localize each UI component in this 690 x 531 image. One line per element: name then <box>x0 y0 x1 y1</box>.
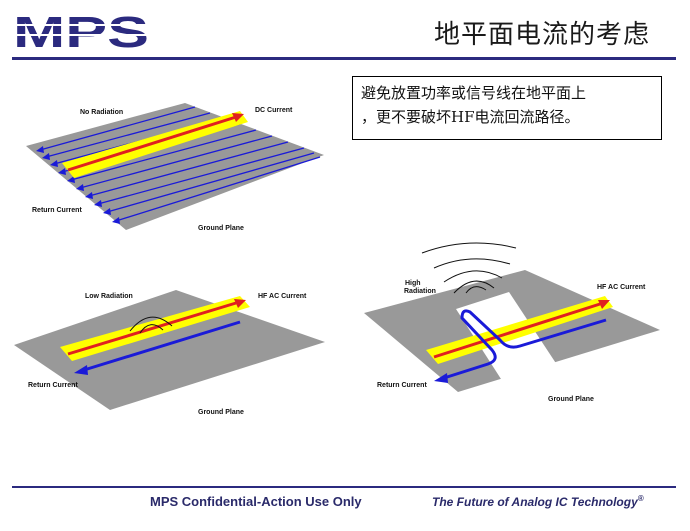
high-radiation-arcs <box>421 242 517 294</box>
radiation-label: Radiation <box>404 288 436 295</box>
low-radiation-label: Low Radiation <box>85 293 133 300</box>
hf-ac-current-label-3: HF AC Current <box>597 284 646 291</box>
note-line-1: 避免放置功率或信号线在地平面上 <box>361 84 587 102</box>
low-radiation-arcs <box>129 316 173 334</box>
no-radiation-label: No Radiation <box>80 109 124 116</box>
hf-signal-line-3 <box>433 302 601 359</box>
ground-plane-1 <box>26 103 324 230</box>
high-label: High <box>405 280 421 287</box>
hf-signal-line-2 <box>67 301 237 356</box>
return-current-arrowheads <box>36 146 120 224</box>
footer-tagline: The Future of Analog IC Technology® <box>432 494 644 509</box>
return-current-label-2: Return Current <box>28 382 78 389</box>
top-divider <box>12 57 676 60</box>
logo-text: MPS <box>13 12 149 52</box>
footer-tagline-text: The Future of Analog IC Technology <box>432 495 638 509</box>
ground-plane-label-1: Ground Plane <box>198 225 244 232</box>
note-box: 避免放置功率或信号线在地平面上 ，更不要破坏HF电流回流路径。 <box>352 76 662 140</box>
return-current-label-1: Return Current <box>32 207 82 214</box>
return-current-detour <box>443 309 607 380</box>
ground-plane-label-2: Ground Plane <box>198 409 244 416</box>
mps-logo: MPS <box>13 12 151 52</box>
page-title: 地平面电流的考虑 <box>433 20 650 50</box>
registered-mark: ® <box>637 494 644 503</box>
ground-plane-label-3: Ground Plane <box>548 396 594 403</box>
bottom-divider <box>12 486 676 488</box>
ground-slot <box>456 292 565 393</box>
ground-plane-2 <box>14 290 325 410</box>
return-current-label-3: Return Current <box>377 382 427 389</box>
footer-confidential: MPS Confidential-Action Use Only <box>150 494 362 509</box>
dc-current-line <box>67 115 237 172</box>
dc-current-label: DC Current <box>255 107 293 114</box>
hf-ac-current-label-2: HF AC Current <box>258 293 307 300</box>
return-current-line-2 <box>83 320 241 372</box>
note-line-2: ，更不要破坏HF电流回流路径。 <box>361 108 580 126</box>
